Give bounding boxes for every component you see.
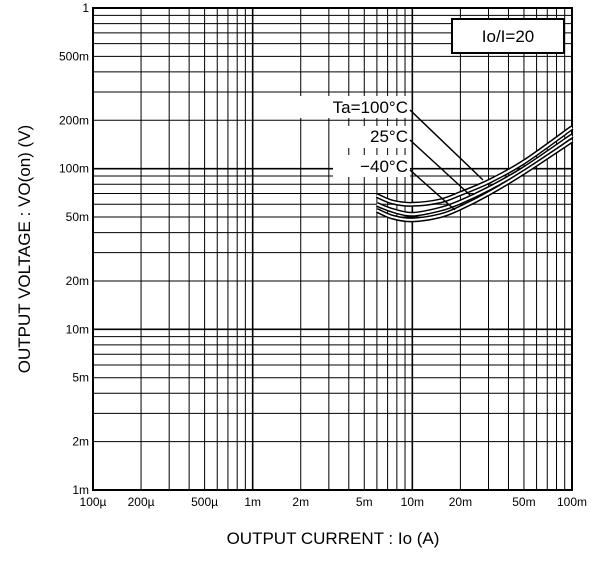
series-annotations: Ta=100°C 25°C −40°C bbox=[298, 96, 484, 211]
x-tick-label: 200µ bbox=[128, 495, 155, 509]
series-line-inner-2 bbox=[376, 139, 573, 221]
leader-ta-100c bbox=[409, 109, 484, 181]
x-axis-title: OUTPUT CURRENT : Io (A) bbox=[227, 529, 440, 548]
series-line-inner-0 bbox=[376, 126, 573, 206]
label-25c: 25°C bbox=[370, 127, 408, 146]
x-tick-label: 100µ bbox=[80, 495, 107, 509]
condition-label: Io/I=20 bbox=[482, 27, 534, 46]
y-tick-label: 500m bbox=[59, 49, 89, 63]
condition-box: Io/I=20 bbox=[451, 18, 565, 54]
y-tick-label: 5m bbox=[72, 371, 89, 385]
y-tick-labels: 1m 2m 5m 10m 20m 50m 100m 200m 500m 1 bbox=[59, 1, 89, 497]
y-tick-label: 50m bbox=[66, 210, 89, 224]
x-tick-labels: 100µ 200µ 500µ 1m 2m 5m 10m 20m 50m 100m bbox=[80, 495, 587, 509]
plot-frame bbox=[92, 7, 573, 491]
y-tick-label: 20m bbox=[66, 274, 89, 288]
label-minus-40c: −40°C bbox=[360, 157, 408, 176]
y-tick-label: 2m bbox=[72, 435, 89, 449]
y-axis-title: OUTPUT VOLTAGE : VO(on) (V) bbox=[15, 125, 34, 373]
y-tick-label: 1m bbox=[72, 483, 89, 497]
x-tick-label: 20m bbox=[449, 495, 472, 509]
leader-25c bbox=[409, 139, 471, 196]
y-tick-label: 1 bbox=[82, 1, 89, 15]
y-tick-label: 200m bbox=[59, 113, 89, 127]
x-tick-label: 1m bbox=[244, 495, 261, 509]
label-ta-100c: Ta=100°C bbox=[333, 98, 408, 117]
x-tick-label: 5m bbox=[356, 495, 373, 509]
y-tick-label: 100m bbox=[59, 162, 89, 176]
x-tick-label: 10m bbox=[401, 495, 424, 509]
leader-minus-40c bbox=[409, 169, 456, 211]
grid bbox=[92, 8, 572, 490]
y-tick-label: 10m bbox=[66, 322, 89, 336]
x-tick-label: 2m bbox=[292, 495, 309, 509]
x-tick-label: 500µ bbox=[191, 495, 218, 509]
x-tick-label: 50m bbox=[512, 495, 535, 509]
series-line-2 bbox=[375, 138, 574, 223]
x-tick-label: 100m bbox=[557, 495, 587, 509]
